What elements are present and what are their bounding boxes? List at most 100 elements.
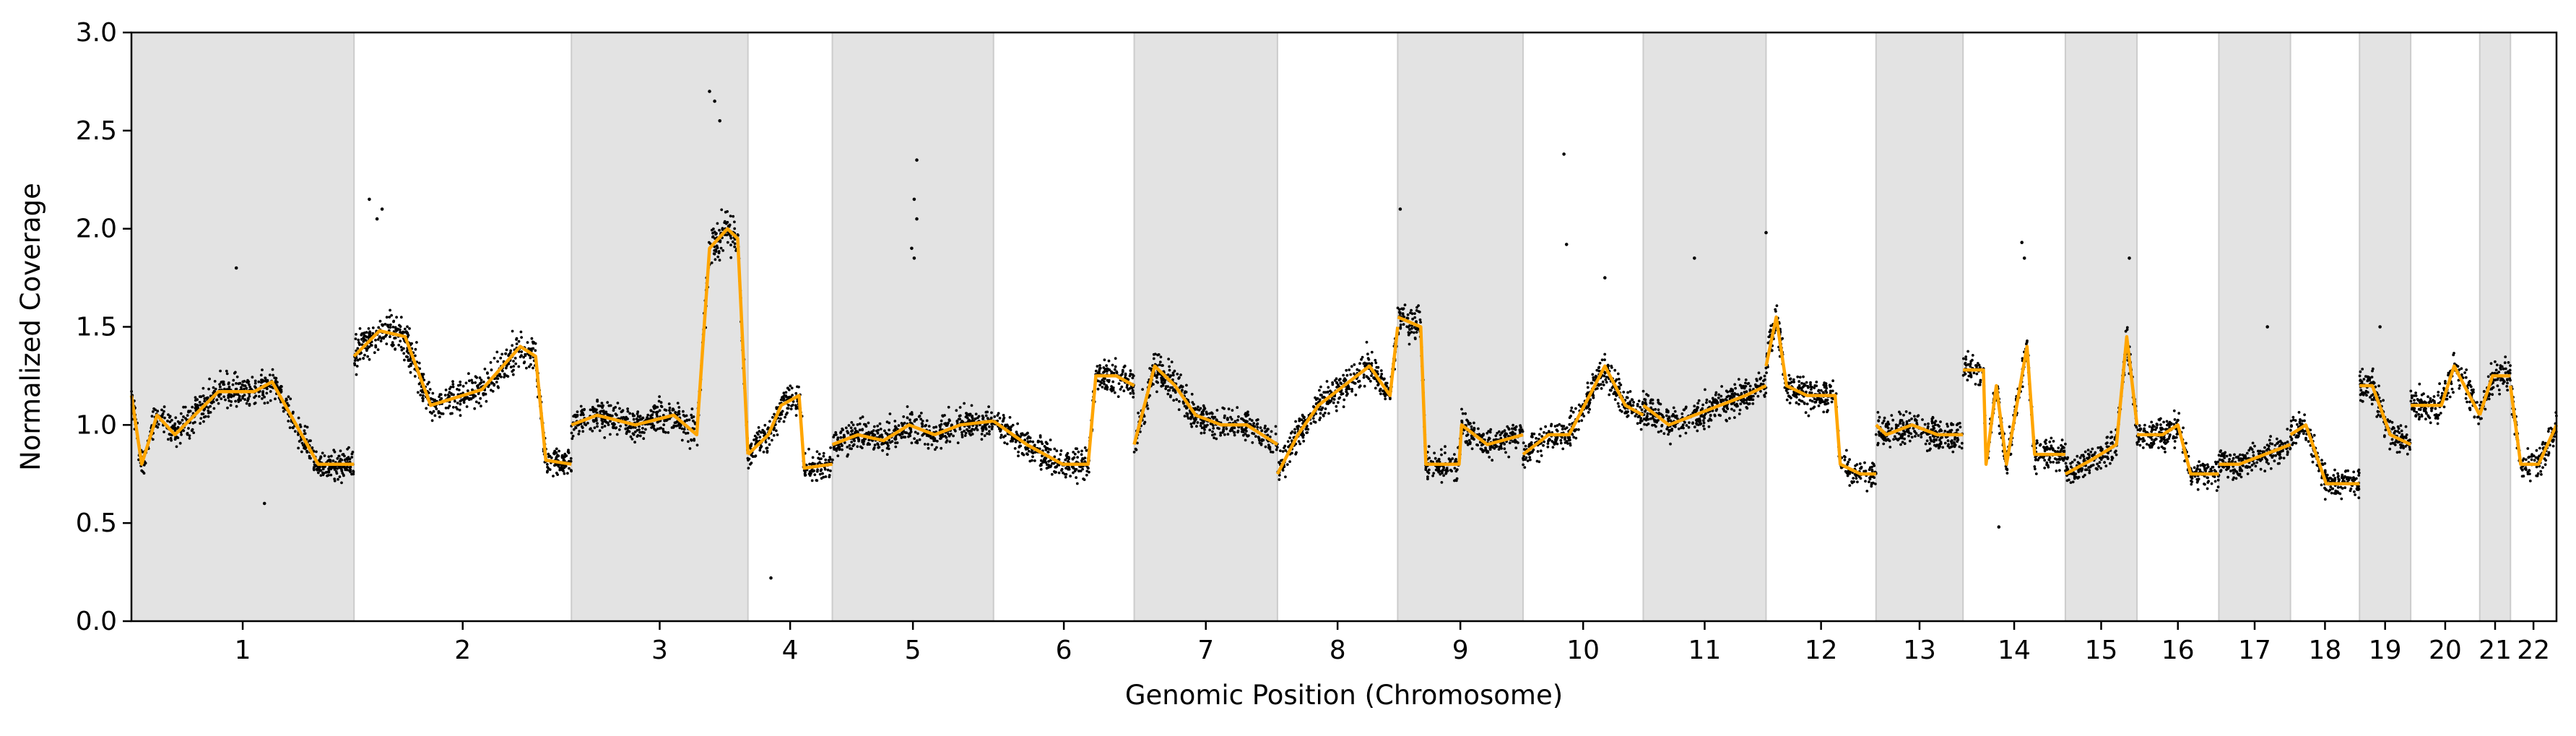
coverage-point	[1623, 412, 1626, 415]
coverage-point	[528, 365, 531, 368]
coverage-point	[1750, 395, 1753, 398]
coverage-point	[1174, 391, 1177, 394]
coverage-point	[786, 386, 789, 389]
coverage-point	[221, 381, 224, 384]
coverage-point	[1760, 383, 1763, 386]
coverage-point	[1080, 469, 1083, 472]
coverage-point	[963, 402, 966, 405]
coverage-point	[405, 330, 408, 333]
coverage-point	[1531, 450, 1534, 453]
coverage-point	[627, 427, 630, 430]
coverage-point	[766, 451, 768, 454]
coverage-point	[1717, 394, 1720, 397]
coverage-point	[162, 430, 165, 433]
coverage-point	[385, 342, 388, 345]
coverage-point	[1419, 321, 1422, 324]
coverage-point	[1704, 389, 1707, 391]
coverage-point	[318, 466, 321, 469]
coverage-point	[612, 407, 615, 410]
coverage-point	[224, 399, 227, 402]
coverage-point	[1568, 439, 1571, 442]
coverage-point	[459, 381, 461, 384]
coverage-point	[1605, 376, 1608, 378]
coverage-point	[1631, 399, 1634, 402]
coverage-point	[374, 345, 377, 347]
coverage-point	[1051, 462, 1054, 465]
coverage-point	[1701, 404, 1704, 407]
coverage-point	[238, 395, 241, 398]
coverage-point	[726, 233, 729, 236]
coverage-point	[482, 392, 485, 395]
coverage-point	[1471, 447, 1474, 450]
coverage-point	[931, 443, 934, 446]
coverage-point	[898, 433, 901, 436]
coverage-point	[1574, 430, 1577, 433]
coverage-point	[641, 427, 644, 430]
coverage-point	[1519, 426, 1522, 429]
coverage-point	[966, 412, 968, 415]
coverage-point	[658, 400, 661, 403]
coverage-point	[1540, 454, 1543, 457]
coverage-point	[1746, 382, 1749, 385]
coverage-point	[248, 404, 251, 407]
coverage-point	[1708, 425, 1711, 428]
coverage-point	[380, 337, 383, 340]
coverage-point	[261, 368, 264, 371]
coverage-point	[1167, 373, 1170, 376]
coverage-point	[1402, 307, 1405, 310]
coverage-point	[1462, 412, 1465, 415]
coverage-point	[1000, 434, 1003, 437]
coverage-point	[880, 428, 882, 430]
coverage-point	[782, 399, 785, 402]
coverage-point	[1428, 445, 1431, 448]
coverage-point	[1237, 415, 1240, 418]
coverage-point	[512, 360, 515, 363]
coverage-point	[1556, 424, 1559, 427]
coverage-point	[1202, 422, 1205, 425]
coverage-point	[1665, 408, 1668, 411]
coverage-point	[636, 412, 639, 415]
coverage-point	[1278, 461, 1280, 464]
coverage-point	[599, 410, 602, 413]
coverage-point	[1054, 466, 1057, 469]
coverage-point	[1290, 432, 1293, 435]
coverage-point	[1178, 408, 1181, 411]
coverage-point	[275, 377, 278, 380]
coverage-point	[201, 412, 204, 415]
coverage-point	[1346, 392, 1349, 395]
coverage-point	[1425, 467, 1428, 469]
coverage-point	[264, 380, 267, 383]
coverage-point	[340, 467, 343, 470]
coverage-point	[669, 407, 672, 410]
coverage-point	[1389, 397, 1392, 400]
coverage-point	[1191, 401, 1194, 404]
coverage-point	[1480, 448, 1483, 451]
coverage-point	[555, 456, 558, 459]
coverage-point	[1009, 416, 1012, 419]
coverage-point	[1184, 415, 1187, 417]
coverage-point	[451, 380, 454, 383]
coverage-point	[1494, 434, 1497, 437]
coverage-point	[1080, 465, 1083, 468]
coverage-point	[1141, 388, 1144, 391]
coverage-point	[170, 439, 173, 442]
coverage-point	[1404, 303, 1407, 306]
coverage-point	[1060, 449, 1063, 452]
coverage-point	[235, 405, 238, 408]
coverage-point	[421, 397, 424, 399]
coverage-point	[991, 425, 994, 428]
coverage-point	[1514, 433, 1517, 436]
coverage-point	[343, 467, 346, 469]
coverage-point	[563, 467, 565, 469]
coverage-point	[1184, 405, 1187, 408]
coverage-point	[1167, 389, 1170, 392]
coverage-point	[1054, 471, 1057, 474]
coverage-point	[1613, 369, 1616, 372]
coverage-point	[681, 428, 684, 430]
coverage-point	[1572, 411, 1575, 414]
coverage-point	[1041, 443, 1044, 446]
coverage-point	[1478, 433, 1480, 436]
coverage-point	[1354, 382, 1357, 385]
coverage-point	[511, 330, 514, 333]
coverage-point	[339, 458, 342, 461]
